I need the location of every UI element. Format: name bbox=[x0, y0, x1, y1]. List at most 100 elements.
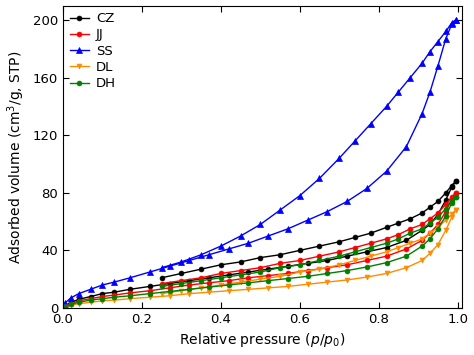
DH bbox=[100, 296, 105, 301]
SS bbox=[427, 90, 433, 94]
Line: DH: DH bbox=[63, 195, 458, 310]
JJ bbox=[453, 191, 458, 195]
DL bbox=[403, 266, 409, 270]
CZ bbox=[68, 300, 73, 304]
SS bbox=[246, 241, 251, 245]
DL bbox=[186, 291, 192, 296]
CZ bbox=[127, 287, 133, 291]
DH bbox=[62, 305, 68, 310]
JJ bbox=[435, 222, 441, 226]
DL bbox=[88, 300, 93, 304]
CZ bbox=[62, 304, 68, 308]
CZ bbox=[449, 185, 455, 189]
JJ bbox=[167, 286, 173, 290]
DL bbox=[305, 282, 310, 286]
DH bbox=[68, 302, 73, 307]
JJ bbox=[427, 231, 433, 235]
SS bbox=[147, 270, 153, 274]
CZ bbox=[88, 294, 93, 299]
CZ bbox=[427, 222, 433, 226]
JJ bbox=[68, 302, 73, 306]
CZ bbox=[344, 254, 350, 258]
SS bbox=[68, 296, 73, 300]
DH bbox=[443, 214, 448, 218]
DL bbox=[147, 295, 153, 299]
DH bbox=[305, 274, 310, 278]
SS bbox=[76, 291, 82, 296]
DL bbox=[246, 287, 251, 291]
SS bbox=[305, 218, 310, 222]
CZ bbox=[285, 264, 291, 268]
DH bbox=[111, 295, 117, 299]
CZ bbox=[186, 279, 192, 283]
SS bbox=[435, 64, 441, 68]
DL bbox=[443, 228, 448, 233]
SS bbox=[88, 287, 93, 291]
Y-axis label: Adsorbed volume (cm$^3$/g, STP): Adsorbed volume (cm$^3$/g, STP) bbox=[6, 50, 27, 263]
DH bbox=[88, 298, 93, 302]
DH bbox=[246, 281, 251, 285]
SS bbox=[325, 209, 330, 214]
DH bbox=[167, 289, 173, 294]
DL bbox=[364, 275, 370, 279]
JJ bbox=[147, 289, 153, 293]
SS bbox=[62, 301, 68, 305]
SS bbox=[265, 234, 271, 238]
JJ bbox=[76, 299, 82, 303]
X-axis label: Relative pressure ($p/p_0$): Relative pressure ($p/p_0$) bbox=[179, 332, 346, 349]
DL bbox=[449, 215, 455, 219]
JJ bbox=[384, 254, 390, 258]
DH bbox=[186, 287, 192, 291]
DL bbox=[453, 208, 458, 212]
SS bbox=[449, 22, 455, 26]
JJ bbox=[285, 271, 291, 275]
JJ bbox=[443, 209, 448, 214]
DH bbox=[147, 291, 153, 296]
CZ bbox=[226, 273, 232, 277]
DH bbox=[435, 227, 441, 231]
DL bbox=[167, 294, 173, 298]
SS bbox=[100, 283, 105, 287]
DH bbox=[265, 279, 271, 283]
DH bbox=[285, 277, 291, 281]
JJ bbox=[226, 279, 232, 283]
SS bbox=[384, 169, 390, 173]
JJ bbox=[111, 293, 117, 297]
CZ bbox=[325, 258, 330, 263]
JJ bbox=[364, 258, 370, 263]
CZ bbox=[147, 284, 153, 289]
CZ bbox=[419, 228, 425, 233]
DL bbox=[325, 280, 330, 284]
CZ bbox=[76, 297, 82, 301]
DL bbox=[76, 302, 82, 306]
Line: JJ: JJ bbox=[63, 190, 458, 309]
DL bbox=[344, 278, 350, 282]
DH bbox=[403, 254, 409, 258]
DL bbox=[68, 303, 73, 307]
CZ bbox=[384, 245, 390, 250]
DL bbox=[285, 284, 291, 289]
JJ bbox=[403, 247, 409, 251]
CZ bbox=[443, 198, 448, 202]
DH bbox=[384, 261, 390, 265]
JJ bbox=[88, 296, 93, 301]
SS bbox=[226, 247, 232, 251]
JJ bbox=[325, 266, 330, 270]
Line: SS: SS bbox=[62, 17, 459, 306]
DL bbox=[265, 286, 271, 290]
JJ bbox=[186, 283, 192, 287]
SS bbox=[344, 199, 350, 203]
DL bbox=[100, 299, 105, 303]
DH bbox=[226, 283, 232, 287]
SS bbox=[167, 264, 173, 268]
CZ bbox=[246, 270, 251, 274]
DL bbox=[226, 289, 232, 293]
CZ bbox=[167, 282, 173, 286]
SS bbox=[127, 275, 133, 280]
DL bbox=[419, 258, 425, 263]
DL bbox=[435, 242, 441, 247]
SS bbox=[453, 18, 458, 22]
CZ bbox=[100, 291, 105, 296]
DL bbox=[127, 296, 133, 301]
DH bbox=[76, 300, 82, 304]
